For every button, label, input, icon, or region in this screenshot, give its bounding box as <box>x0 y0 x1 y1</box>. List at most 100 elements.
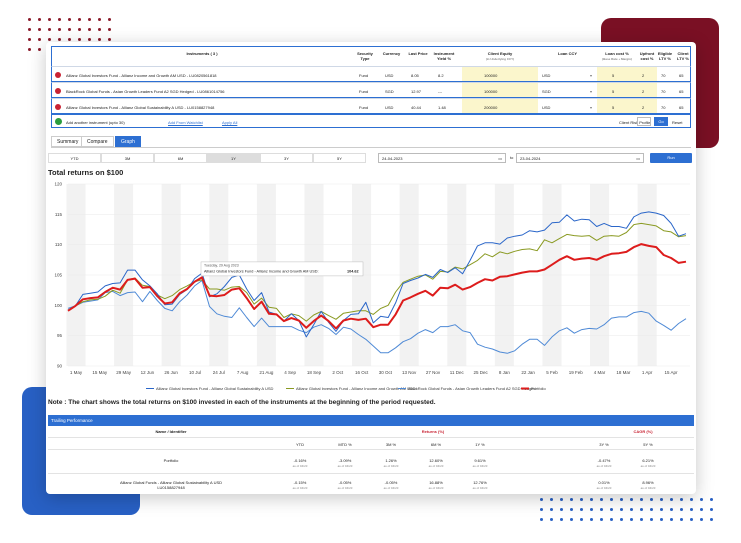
row-asof: as of 04/23 <box>428 486 444 490</box>
x-tick-label: 4 Mar <box>594 370 606 375</box>
tab-compare[interactable]: Compare <box>81 136 114 147</box>
period-1y[interactable]: 1Y <box>207 153 260 163</box>
decor-dot <box>108 38 111 41</box>
decor-dot <box>690 508 693 511</box>
row-value: 16.88% <box>429 480 443 485</box>
decor-dot <box>58 28 61 31</box>
last-price: 8.05 <box>411 73 419 78</box>
decor-dot <box>690 498 693 501</box>
apply-all-link[interactable]: Apply All <box>222 120 238 125</box>
row-value: 6.21% <box>642 458 654 463</box>
series-line[interactable] <box>67 211 687 338</box>
decor-dot <box>68 28 71 31</box>
upfront-cost-input[interactable]: 2 <box>642 89 645 94</box>
currency: USD <box>385 73 394 78</box>
decor-dot <box>108 18 111 21</box>
series-line[interactable] <box>67 243 687 330</box>
decor-dot <box>650 508 653 511</box>
row-asof: as of 04/23 <box>596 486 612 490</box>
client-ltv-input[interactable]: 65 <box>679 89 684 94</box>
legend-label[interactable]: Allianz Global Investors Fund - Allianz … <box>296 386 416 391</box>
loan-cost-input[interactable]: 5 <box>612 73 615 78</box>
loan-ccy-select[interactable]: SGD <box>542 89 551 94</box>
risk-profile-input[interactable] <box>637 117 651 126</box>
series-line[interactable] <box>67 280 687 354</box>
decor-dot <box>78 18 81 21</box>
row-value: 1.26% <box>385 458 397 463</box>
y-tick-label: 115 <box>55 212 63 217</box>
date-to-value: 23-04-2024 <box>520 156 541 161</box>
period-5y[interactable]: 5Y <box>313 153 366 163</box>
date-from-input[interactable]: 24-04-2023 ▭ <box>378 153 506 163</box>
col-header: YTD <box>296 442 304 447</box>
period-6m[interactable]: 6M <box>154 153 207 163</box>
remove-icon[interactable] <box>55 72 61 78</box>
decor-dot <box>98 38 101 41</box>
x-tick-label: 30 Oct <box>379 370 393 375</box>
loan-cost-input[interactable]: 5 <box>612 105 615 110</box>
decor-dot <box>620 498 623 501</box>
row-asof: as of 04/23 <box>383 464 399 468</box>
table-header: Instruments ( 3 ) Security Type Currency… <box>51 46 691 66</box>
series-line[interactable] <box>67 222 687 322</box>
decor-dot <box>540 498 543 501</box>
app-card: Instruments ( 3 ) Security Type Currency… <box>46 42 696 494</box>
calendar-icon[interactable]: ▭ <box>636 156 640 161</box>
chevron-down-icon[interactable]: ▾ <box>590 105 593 110</box>
row-asof: as of 04/23 <box>428 464 444 468</box>
yield: 8.2 <box>438 73 444 78</box>
decor-dot <box>38 48 41 51</box>
remove-icon[interactable] <box>55 104 61 110</box>
x-tick-label: 10 Jul <box>189 370 201 375</box>
chart-note: Note : The chart shows the total returns… <box>48 399 436 406</box>
reset-link[interactable]: Reset <box>672 120 683 125</box>
row-asof: as of 04/23 <box>472 464 488 468</box>
date-to-input[interactable]: 23-04-2024 ▭ <box>516 153 644 163</box>
legend-label[interactable]: Portfolio <box>531 386 546 391</box>
go-button[interactable]: Go <box>654 117 668 126</box>
row-asof: as of 04/23 <box>292 464 308 468</box>
legend-label[interactable]: BlackRock Global Funds - Asian Growth Le… <box>408 386 536 391</box>
run-button[interactable]: Run <box>650 153 692 163</box>
returns-chart[interactable]: 90 95 100 105 110 115 120 1 May 15 May 29 May 12 J… <box>46 178 696 394</box>
table-row: Portfolio -0.16% as of 04/23 -3.09% as of 04… <box>48 454 694 474</box>
decor-dot <box>78 38 81 41</box>
col-header: 1Y % <box>475 442 485 447</box>
period-3y[interactable]: 3Y <box>260 153 313 163</box>
add-icon[interactable] <box>55 118 62 125</box>
loan-ccy-select[interactable]: USD <box>542 105 551 110</box>
legend-label[interactable]: Allianz Global Investors Fund - Allianz … <box>156 386 274 391</box>
tab-graph[interactable]: Graph <box>115 136 141 147</box>
decor-dot <box>38 18 41 21</box>
returns-header: Returns (%) <box>421 429 445 434</box>
calendar-icon[interactable]: ▭ <box>498 156 502 161</box>
security-type: Fund <box>359 73 369 78</box>
client-equity-input[interactable]: 100000 <box>484 89 498 94</box>
decor-dot <box>580 518 583 521</box>
chevron-down-icon[interactable]: ▾ <box>590 89 593 94</box>
client-ltv-input[interactable]: 65 <box>679 105 684 110</box>
loan-ccy-select[interactable]: USD <box>542 73 551 78</box>
x-tick-label: 15 May <box>92 370 108 375</box>
trailing-group-header: Name / Identifier Returns (%) CAGR (%) <box>48 426 694 438</box>
remove-icon[interactable] <box>55 88 61 94</box>
client-equity-input[interactable]: 200000 <box>484 105 498 110</box>
chevron-down-icon[interactable]: ▾ <box>590 73 593 78</box>
name-header: Name / Identifier <box>155 429 187 434</box>
client-ltv-input[interactable]: 65 <box>679 73 684 78</box>
period-ytd[interactable]: YTD <box>48 153 101 163</box>
upfront-cost-input[interactable]: 2 <box>642 73 645 78</box>
add-instrument-link[interactable]: Add another instrument (upto 30) <box>66 120 125 125</box>
tab-summary[interactable]: Summary <box>51 136 85 147</box>
client-equity-input[interactable]: 100000 <box>484 73 498 78</box>
decor-dot <box>570 498 573 501</box>
decor-dot <box>88 38 91 41</box>
decor-dot <box>640 508 643 511</box>
period-3m[interactable]: 3M <box>101 153 154 163</box>
add-from-watchlist-link[interactable]: Add From Watchlist <box>168 120 203 125</box>
yield: --- <box>438 89 442 94</box>
x-tick-label: 24 Jul <box>213 370 225 375</box>
decor-dot <box>710 508 713 511</box>
loan-cost-input[interactable]: 5 <box>612 89 615 94</box>
upfront-cost-input[interactable]: 2 <box>642 105 645 110</box>
